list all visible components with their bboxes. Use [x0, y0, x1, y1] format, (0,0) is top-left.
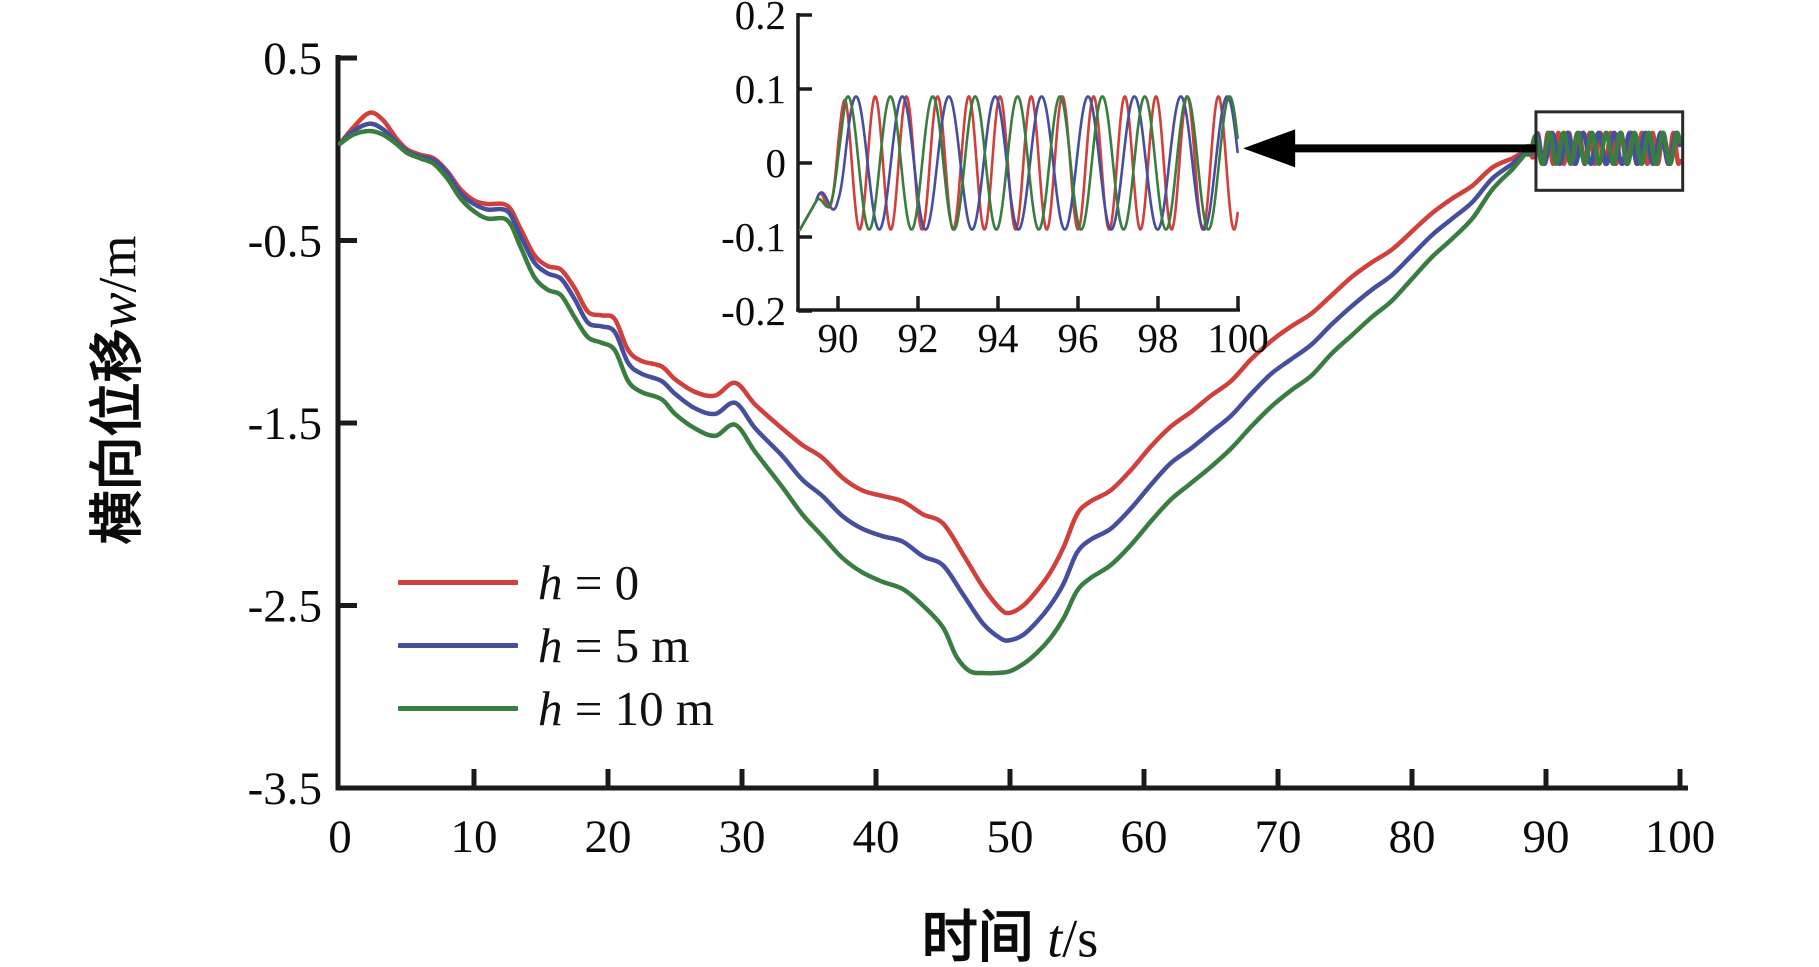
- inset-series-line-h-5-m: [798, 95, 1239, 231]
- inset-series-line-h-10-m: [798, 95, 1239, 231]
- zoom-arrow-head-icon: [1243, 129, 1296, 168]
- y-tick-label: -3.5: [248, 763, 322, 815]
- legend-entry-h0: h = 0: [398, 551, 714, 614]
- y-tick-label: 0.5: [263, 33, 322, 85]
- inset-x-tick-label: 92: [898, 315, 939, 361]
- inset-x-tick-label: 96: [1058, 315, 1099, 361]
- y-tick-label: -1.5: [248, 398, 322, 450]
- x-axis-label-symbol: [1034, 909, 1048, 967]
- inset-y-tick-label: 0: [766, 140, 787, 186]
- series-line-h-10-m: [337, 128, 1682, 676]
- x-tick-label: 40: [853, 811, 900, 863]
- legend: h = 0 h = 5 m h = 10 m: [398, 551, 714, 740]
- inset-y-tick-label: 0.2: [735, 0, 786, 38]
- legend-entry-h10: h = 10 m: [398, 677, 714, 740]
- x-tick-label: 90: [1523, 811, 1570, 863]
- legend-label: h = 0: [538, 555, 640, 610]
- x-tick-label: 0: [328, 811, 352, 863]
- x-axis-label-unit: /s: [1062, 908, 1099, 967]
- y-axis-label-unit: /m: [87, 235, 148, 293]
- inset-y-tick-label: -0.2: [721, 288, 786, 334]
- x-tick-label: 80: [1389, 811, 1436, 863]
- y-tick-label: -2.5: [248, 581, 322, 633]
- inset-x-tick-label: 90: [818, 315, 859, 361]
- x-tick-label: 100: [1645, 811, 1716, 863]
- inset-y-tick-label: -0.1: [721, 214, 786, 260]
- inset-x-tick-label: 98: [1138, 315, 1179, 361]
- inset-y-tick-label: 0.1: [735, 66, 786, 112]
- x-axis-label: 时间 t/s: [922, 893, 1099, 967]
- inset-x-tick-label: 94: [978, 315, 1019, 361]
- x-axis-label-symbol-t: t: [1047, 908, 1063, 967]
- y-tick-label: -0.5: [248, 216, 322, 268]
- y-axis-label-symbol: w: [87, 292, 148, 329]
- legend-line-red: [398, 580, 518, 585]
- legend-label: h = 5 m: [538, 618, 690, 673]
- x-tick-label: 50: [987, 811, 1034, 863]
- y-axis-label: 横向位移w/m: [73, 235, 152, 544]
- x-tick-label: 60: [1121, 811, 1168, 863]
- legend-entry-h5: h = 5 m: [398, 614, 714, 677]
- y-axis-label-cn: 横向位移: [87, 328, 148, 545]
- legend-line-green: [398, 706, 518, 711]
- x-tick-label: 30: [719, 811, 766, 863]
- legend-label: h = 10 m: [538, 681, 714, 736]
- x-axis-label-cn: 时间: [921, 907, 1034, 967]
- series-line-h-5-m: [337, 121, 1682, 643]
- legend-line-blue: [398, 643, 518, 648]
- inset-series-line-h-0: [798, 95, 1239, 231]
- inset-x-tick-label: 100: [1207, 315, 1269, 361]
- x-tick-label: 10: [451, 811, 498, 863]
- x-tick-label: 20: [585, 811, 632, 863]
- x-tick-label: 70: [1255, 811, 1302, 863]
